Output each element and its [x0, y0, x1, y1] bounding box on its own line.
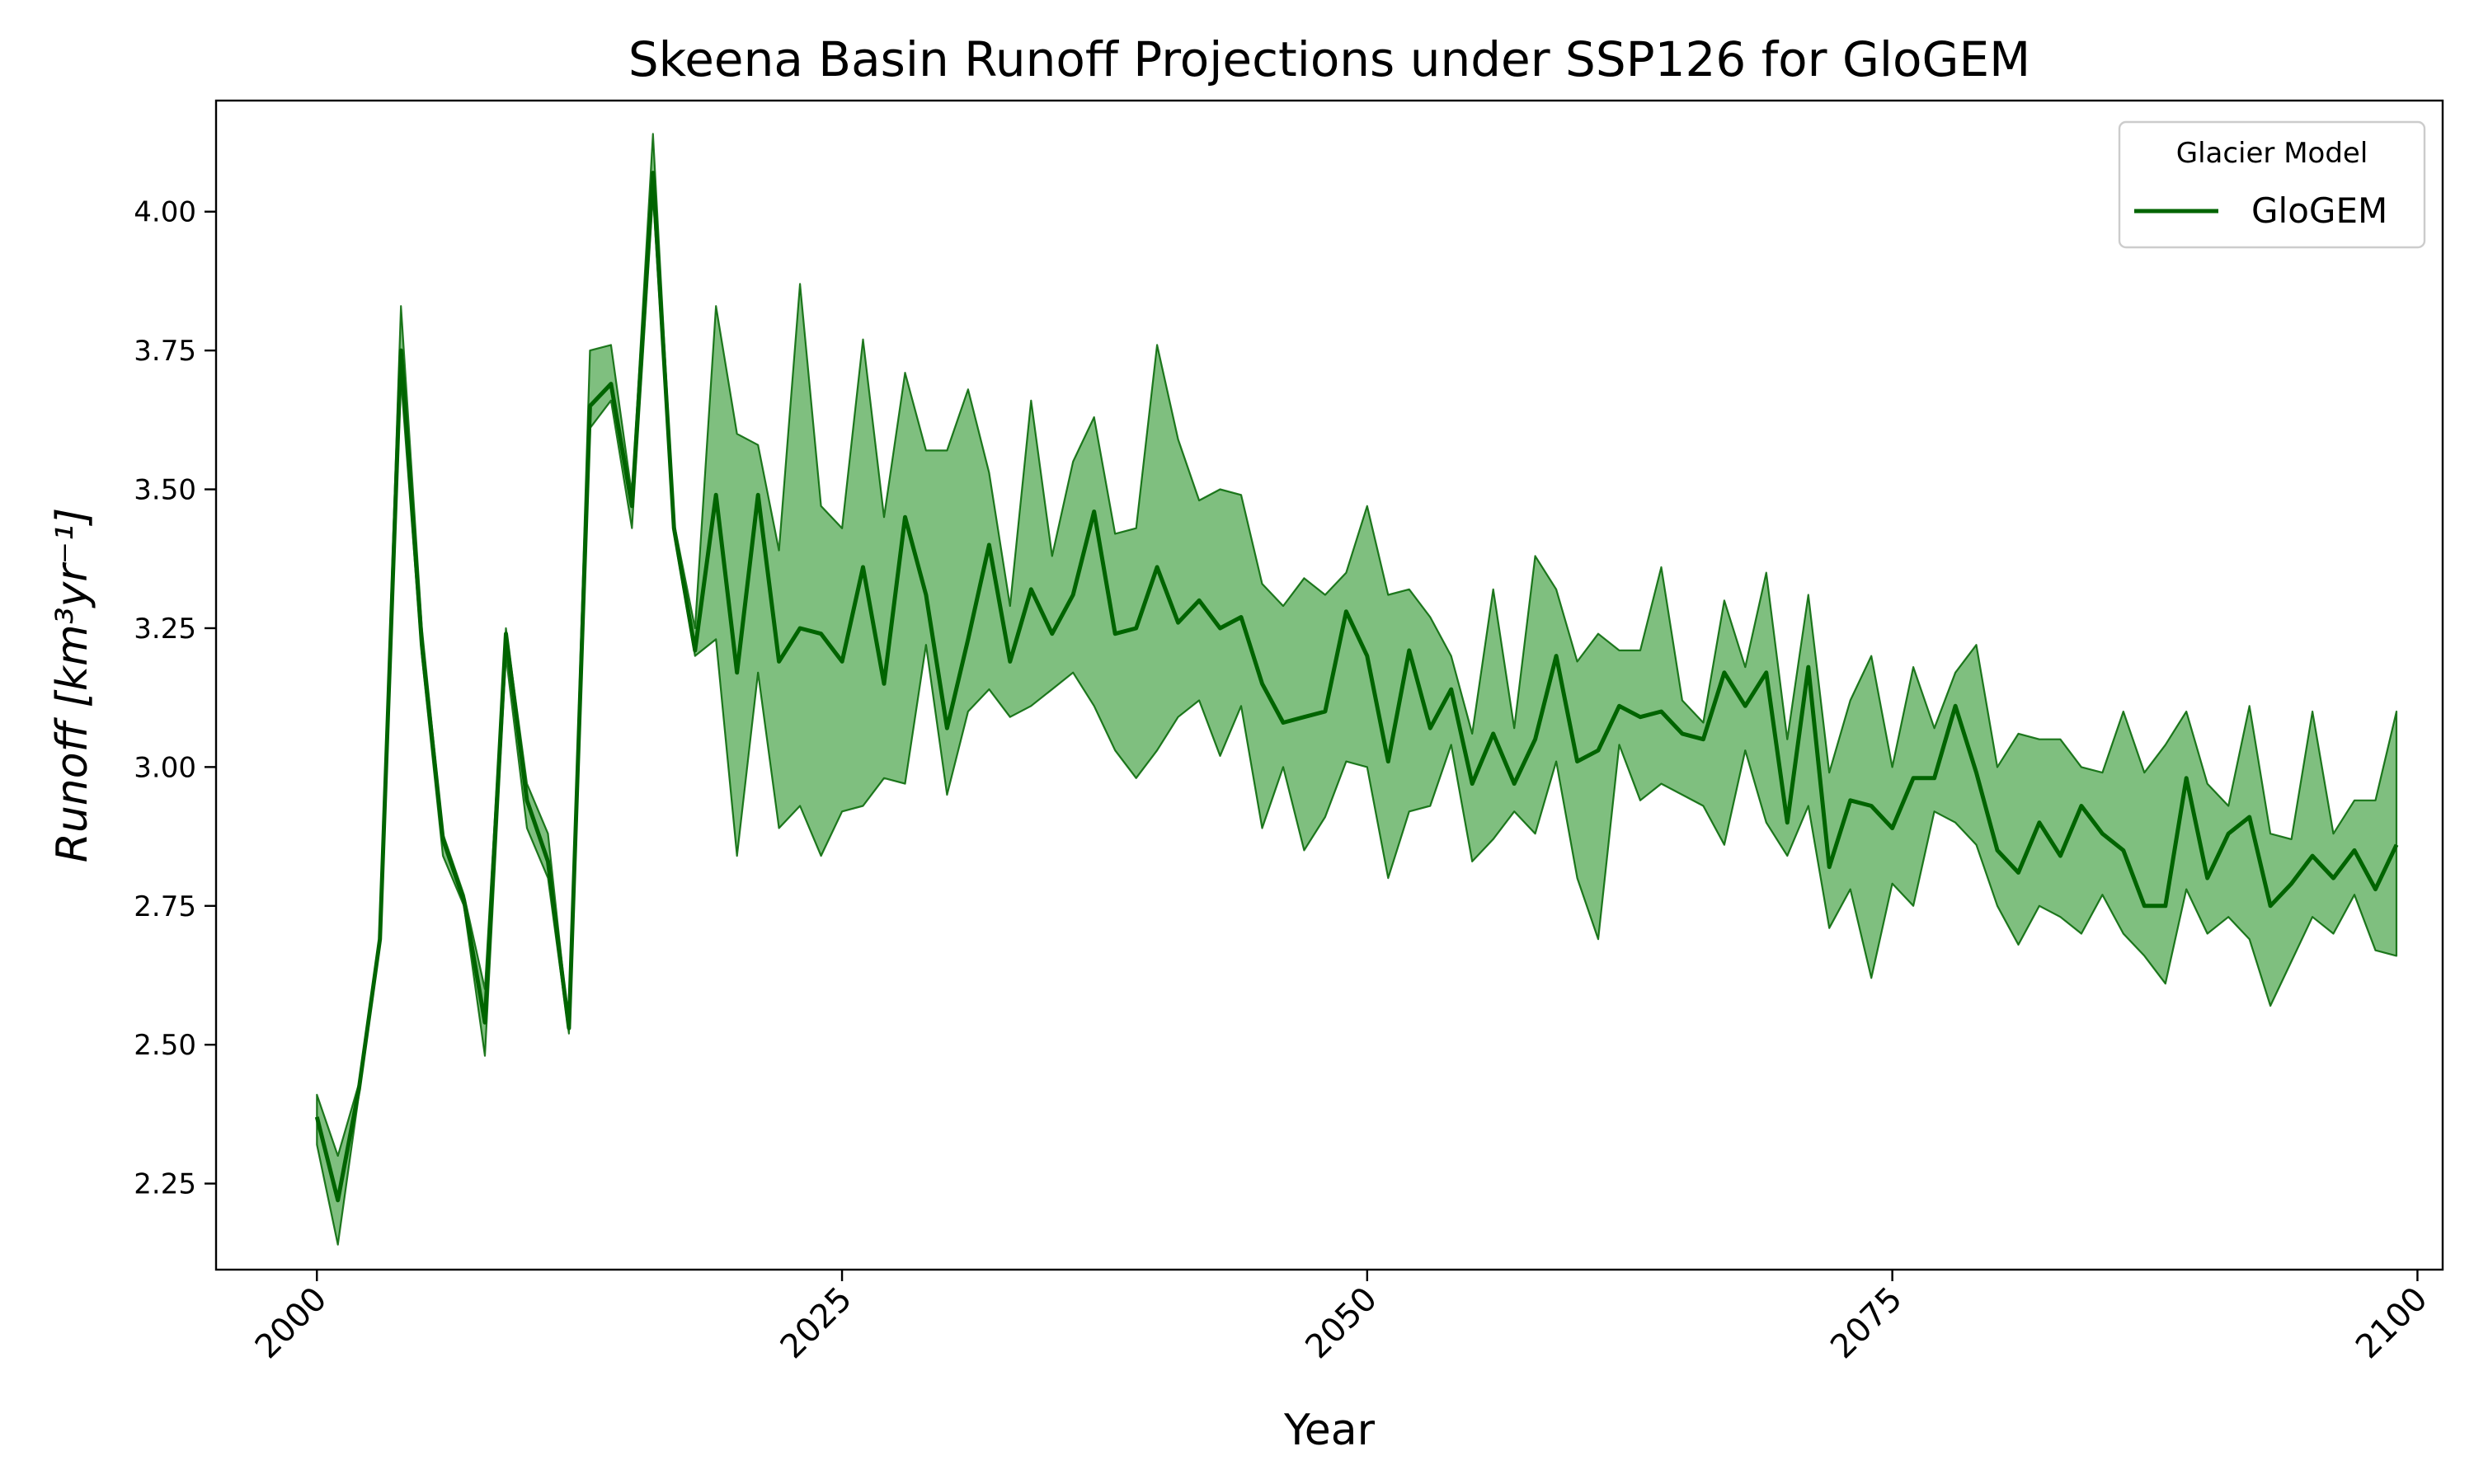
plot-area	[314, 133, 2399, 1246]
y-tick-label: 2.50	[134, 1029, 196, 1062]
y-tick-label: 3.75	[134, 335, 196, 368]
series-band-0	[316, 133, 2398, 1246]
axes-frame	[214, 99, 2444, 1271]
y-tick-label: 3.25	[134, 613, 196, 646]
y-tick-label: 2.75	[134, 890, 196, 923]
legend-label: GloGEM	[2251, 190, 2387, 231]
x-axis-label: Year	[1283, 1406, 1376, 1455]
legend-title: Glacier Model	[2176, 137, 2368, 170]
chart-title: Skeena Basin Runoff Projections under SS…	[628, 31, 2030, 87]
y-tick-label: 3.50	[134, 474, 196, 507]
band-layer	[316, 133, 2398, 1246]
legend: Glacier Model GloGEM	[2118, 120, 2426, 249]
series-line-0	[314, 171, 2399, 1203]
y-axis-ticks: 2.25 2.50 2.75 3.00 3.25 3.50 3.75 4.00	[134, 196, 216, 1201]
y-tick-label: 3.00	[134, 751, 196, 784]
legend-box	[2118, 120, 2426, 249]
y-tick-label: 4.00	[134, 196, 196, 229]
y-tick-label: 2.25	[134, 1168, 196, 1201]
line-layer	[314, 171, 2399, 1203]
y-axis-label: Runoff [km³yr⁻¹]	[48, 508, 97, 863]
